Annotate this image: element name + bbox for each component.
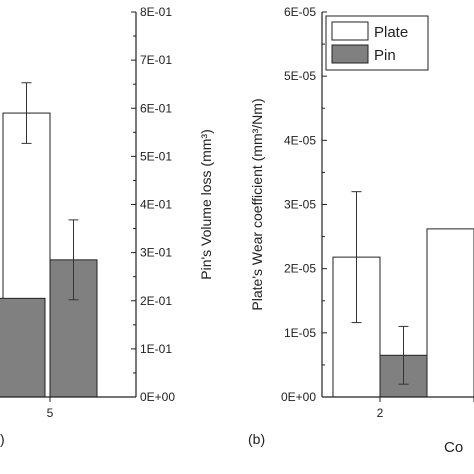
ytick-label-b: 2E-05 xyxy=(284,262,316,276)
ytick-label-b: 4E-05 xyxy=(284,133,316,147)
ytick-label-b: 0E+00 xyxy=(281,390,316,404)
ytick-label-a: 8E-01 xyxy=(140,5,172,19)
legend-label-pin: Pin xyxy=(374,47,396,64)
ytick-label-b: 3E-05 xyxy=(284,198,316,212)
legend-swatch-pin xyxy=(331,44,369,64)
xtick-label-a: 5 xyxy=(47,406,54,420)
bar-a-pin-0 xyxy=(0,297,46,398)
ytick-label-a: 0E+00 xyxy=(140,390,175,404)
ytick-label-a: 3E-01 xyxy=(140,246,172,260)
ytick-label-a: 4E-01 xyxy=(140,198,172,212)
y-axis-title-a: Pin's Volume loss (mm³) xyxy=(198,129,214,279)
y-axis-title-b: Plate's Wear coefficient (mm³/Nm) xyxy=(249,98,265,310)
ytick-label-a: 2E-01 xyxy=(140,294,172,308)
x-axis-title-b-partial: Co xyxy=(444,439,463,456)
bar-b-plate-1 xyxy=(426,228,474,398)
panel-label-a: ) xyxy=(0,431,5,447)
ytick-label-b: 6E-05 xyxy=(284,5,316,19)
panel-label-b: (b) xyxy=(248,431,265,447)
ytick-label-a: 7E-01 xyxy=(140,53,172,67)
ytick-label-b: 5E-05 xyxy=(284,69,316,83)
ytick-label-a: 6E-01 xyxy=(140,101,172,115)
legend-swatch-plate xyxy=(331,21,369,41)
ytick-label-b: 1E-05 xyxy=(284,326,316,340)
legend-label-plate: Plate xyxy=(374,24,408,41)
xtick-label-b: 2 xyxy=(377,406,384,420)
ytick-label-a: 5E-01 xyxy=(140,149,172,163)
ytick-label-a: 1E-01 xyxy=(140,342,172,356)
